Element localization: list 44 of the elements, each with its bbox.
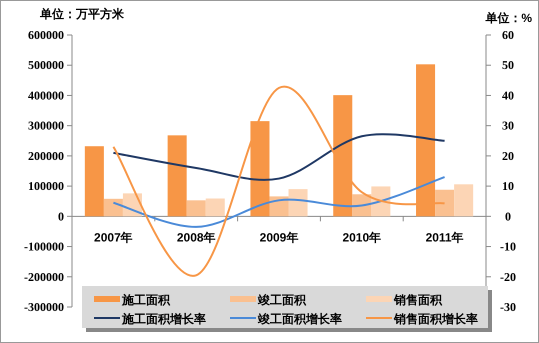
y2-tick-label: -10 [500, 240, 516, 254]
x-tick-label: 2007年 [94, 230, 133, 244]
y2-tick-label: 40 [502, 88, 514, 102]
y2-tick-label: 20 [502, 148, 514, 163]
legend-label: 竣工面积 [257, 293, 307, 307]
x-tick-label: 2011年 [426, 230, 464, 244]
legend-label: 销售面积增长率 [393, 312, 478, 326]
y-tick-label: 100000 [28, 179, 64, 194]
y-tick-label: 300000 [28, 118, 64, 133]
y-tick-label: 0 [58, 209, 64, 224]
y2-axis-title: 单位：% [484, 11, 532, 25]
y2-tick-label: 10 [502, 179, 514, 194]
bar [186, 200, 206, 216]
y2-tick-label: 60 [502, 28, 514, 42]
y2-tick-label: -30 [500, 300, 516, 314]
y-axis-title: 单位：万平方米 [39, 7, 125, 21]
y2-tick-label: 30 [502, 118, 514, 133]
bar [250, 121, 270, 216]
legend-label: 施工面积 [121, 293, 171, 307]
y-tick-label: 200000 [28, 148, 64, 163]
y2-tick-label: 50 [502, 58, 514, 72]
y-tick-label: 600000 [28, 28, 64, 42]
bar [454, 184, 474, 216]
y-tick-label: 500000 [28, 58, 64, 72]
bar [435, 190, 454, 216]
bar [288, 189, 308, 216]
bar [84, 146, 104, 216]
x-tick-label: 2009年 [260, 230, 298, 244]
bar [104, 198, 123, 216]
bar [333, 95, 352, 216]
x-tick-label: 2008年 [176, 230, 216, 244]
y-tick-label: -300000 [24, 300, 64, 314]
bar [168, 135, 187, 216]
y-tick-label: -100000 [24, 240, 64, 254]
legend-label: 施工面积增长率 [121, 312, 206, 326]
legend-label: 竣工面积增长率 [257, 312, 342, 326]
legend-label: 销售面积 [393, 293, 443, 307]
y2-tick-label: 0 [505, 209, 511, 224]
y-tick-label: -200000 [24, 270, 64, 284]
y2-tick-label: -20 [500, 270, 516, 284]
bar [206, 198, 225, 216]
bar [416, 64, 436, 216]
y-tick-label: 400000 [28, 88, 64, 102]
x-tick-label: 2010年 [342, 230, 382, 244]
